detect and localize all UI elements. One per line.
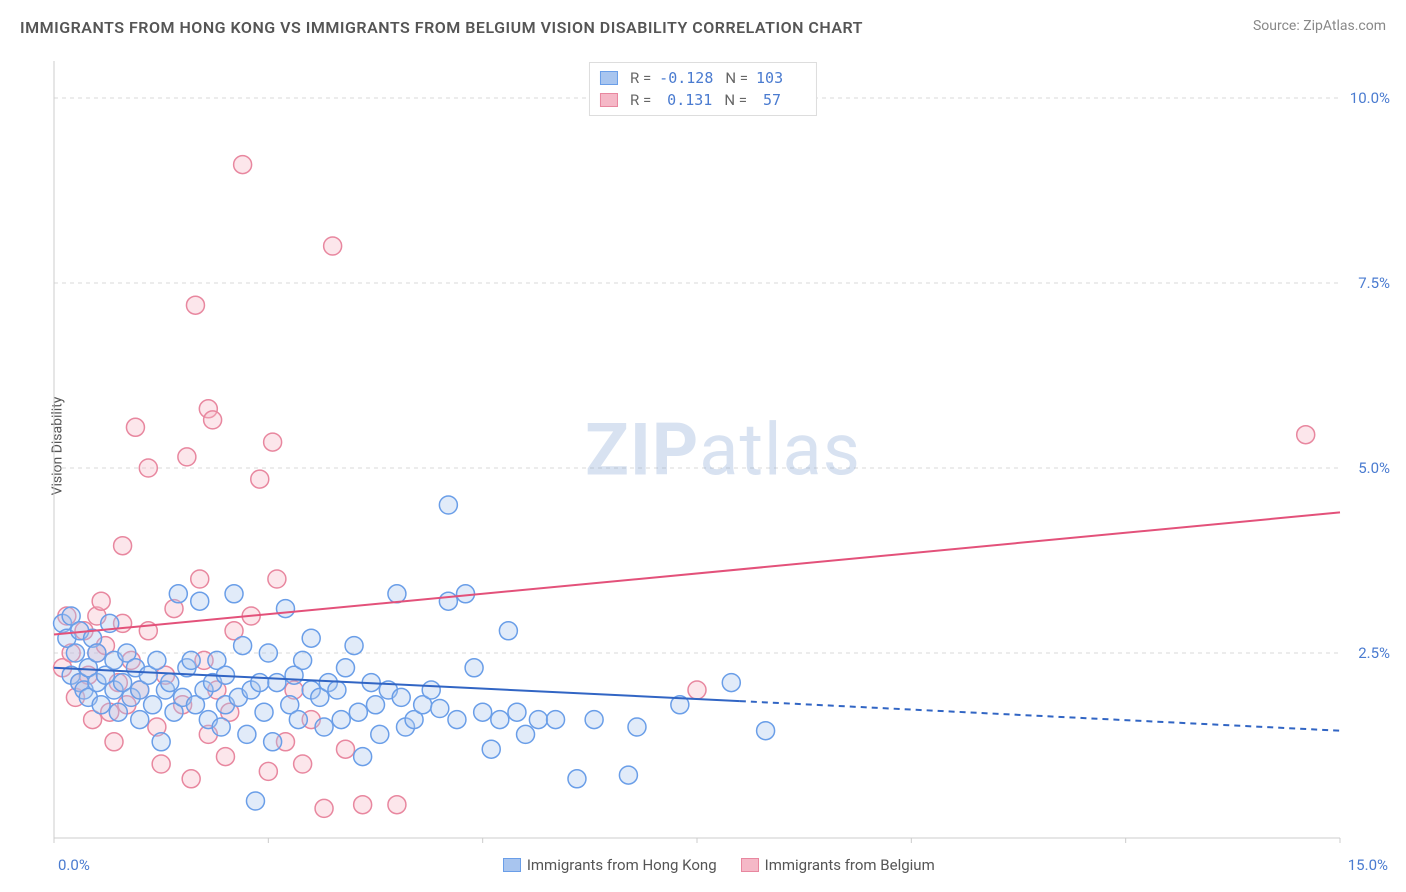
legend-swatch-hongkong (600, 71, 618, 85)
stat-r-value-1: -0.128 (659, 69, 713, 87)
legend-swatch-belgium (600, 93, 618, 107)
stat-n-value-2: 57 (755, 91, 805, 109)
y-tick-label: 2.5% (1358, 644, 1390, 662)
stats-legend: R = -0.128 N = 103 R = 0.131 N = 57 (589, 62, 817, 116)
y-tick-label: 5.0% (1358, 459, 1390, 477)
y-tick-label: 7.5% (1358, 274, 1390, 292)
stat-r-label: R = (630, 91, 651, 109)
stats-row-2: R = 0.131 N = 57 (600, 89, 806, 111)
x-tick-min: 0.0% (58, 856, 90, 874)
stat-n-label: N = (725, 69, 748, 87)
stat-r-value-2: 0.131 (659, 91, 712, 109)
chart-title: IMMIGRANTS FROM HONG KONG VS IMMIGRANTS … (20, 18, 863, 37)
x-tick-max: 15.0% (1348, 856, 1388, 874)
stat-n-value-1: 103 (756, 69, 806, 87)
series-label: Immigrants from Hong Kong (527, 856, 717, 874)
y-tick-label: 10.0% (1350, 89, 1390, 107)
stats-row-1: R = -0.128 N = 103 (600, 67, 806, 89)
stat-n-label: N = (724, 91, 747, 109)
legend-swatch-hongkong (503, 858, 521, 872)
series-legend-belgium: Immigrants from Belgium (741, 856, 935, 874)
source-link[interactable]: ZipAtlas.com (1303, 18, 1386, 34)
plot-area: ZIPatlas 2.5%5.0%7.5%10.0% (48, 55, 1398, 844)
legend-swatch-belgium (741, 858, 759, 872)
stat-r-label: R = (630, 69, 651, 87)
scatter-chart (48, 55, 1398, 844)
source-attribution: Source: ZipAtlas.com (1253, 18, 1386, 34)
series-label: Immigrants from Belgium (765, 856, 935, 874)
series-legend-hongkong: Immigrants from Hong Kong (503, 856, 717, 874)
source-prefix: Source: (1253, 18, 1303, 34)
x-axis-legend: 0.0% Immigrants from Hong Kong Immigrant… (48, 856, 1398, 874)
